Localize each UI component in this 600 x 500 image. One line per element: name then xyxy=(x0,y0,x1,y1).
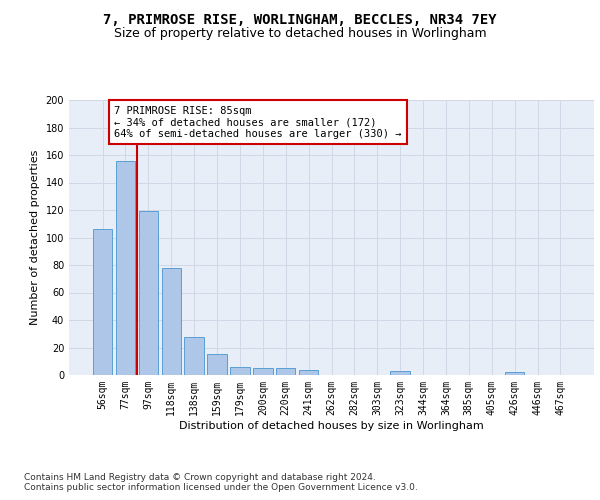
Bar xyxy=(276,368,295,375)
Bar xyxy=(253,368,272,375)
Bar xyxy=(299,370,319,375)
Text: Size of property relative to detached houses in Worlingham: Size of property relative to detached ho… xyxy=(113,28,487,40)
X-axis label: Distribution of detached houses by size in Worlingham: Distribution of detached houses by size … xyxy=(179,420,484,430)
Bar xyxy=(139,212,158,375)
Bar xyxy=(230,367,250,375)
Bar xyxy=(161,268,181,375)
Bar xyxy=(391,371,410,375)
Y-axis label: Number of detached properties: Number of detached properties xyxy=(30,150,40,325)
Bar xyxy=(93,229,112,375)
Bar xyxy=(208,354,227,375)
Bar xyxy=(505,372,524,375)
Bar xyxy=(116,160,135,375)
Text: Contains HM Land Registry data © Crown copyright and database right 2024.
Contai: Contains HM Land Registry data © Crown c… xyxy=(24,473,418,492)
Bar xyxy=(184,336,204,375)
Text: 7 PRIMROSE RISE: 85sqm
← 34% of detached houses are smaller (172)
64% of semi-de: 7 PRIMROSE RISE: 85sqm ← 34% of detached… xyxy=(115,106,402,138)
Text: 7, PRIMROSE RISE, WORLINGHAM, BECCLES, NR34 7EY: 7, PRIMROSE RISE, WORLINGHAM, BECCLES, N… xyxy=(103,12,497,26)
